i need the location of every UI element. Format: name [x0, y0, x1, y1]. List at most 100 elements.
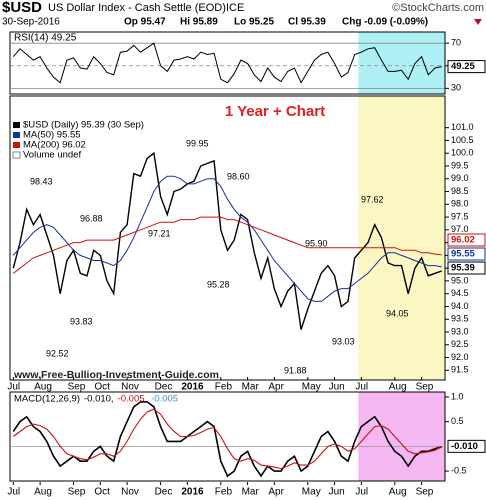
x-tick-label: Mar — [242, 382, 260, 393]
series-line — [12, 42, 442, 84]
x-tick-label: May — [302, 487, 321, 498]
value-box-label: 96.02 — [451, 235, 475, 246]
x-tick-label: Aug — [389, 487, 407, 498]
y-tick-label: 93.5 — [451, 314, 469, 324]
value-box — [447, 233, 486, 247]
y-tick-label: 97.0 — [451, 224, 469, 234]
y-tick-label: 30 — [451, 83, 461, 93]
x-tick-label: Aug — [389, 382, 407, 393]
x-tick-label: 2016 — [181, 487, 204, 498]
legend-label: MA(50) 95.55 — [23, 130, 81, 141]
x-tick-label: Jul — [355, 487, 368, 498]
x-tick-label: Dec — [155, 382, 173, 393]
x-tick-label: Sep — [68, 487, 86, 498]
legend-swatch — [13, 132, 20, 138]
x-tick-label: Dec — [155, 487, 173, 498]
y-tick-label: 91.5 — [451, 365, 469, 375]
y-tick-label: 99.5 — [451, 160, 469, 170]
y-tick-label: 100.0 — [451, 148, 474, 158]
x-tick-label: Aug — [34, 487, 52, 498]
value-box — [447, 261, 486, 275]
y-tick-label: 92.5 — [451, 339, 469, 349]
legend-label: MA(200) 96.02 — [23, 140, 86, 151]
series-line — [12, 175, 442, 302]
point-label: 95.28 — [207, 279, 230, 289]
y-tick-label: 101.0 — [451, 122, 474, 132]
y-tick-label: 98.5 — [451, 186, 469, 196]
legend-label: MACD(12,26,9) — [14, 394, 80, 405]
legend-label: $USD (Daily) 95.39 (30 Sep) — [23, 120, 144, 131]
panel-title: RSI(14) 49.25 — [14, 33, 77, 44]
value-box-label: 49.25 — [451, 61, 475, 72]
legend-label: Volume undef — [23, 150, 81, 161]
y-tick-label: 93.0 — [451, 326, 469, 336]
down-arrow — [474, 19, 482, 25]
value-box — [447, 60, 486, 74]
annotation: 1 Year + Chart — [225, 103, 325, 120]
value-box-label: 95.39 — [451, 263, 475, 274]
panel-frame — [9, 391, 446, 482]
x-tick-label: Oct — [94, 487, 110, 498]
exchange: ICE — [226, 2, 244, 14]
low: Lo 95.25 — [234, 17, 274, 28]
change: Chg -0.09 (-0.09%) — [342, 17, 428, 28]
value-box — [447, 439, 486, 453]
legend-label: -0.010, — [84, 394, 114, 405]
point-label: 93.03 — [332, 336, 355, 346]
point-label: 92.52 — [46, 348, 69, 358]
point-label: 99.95 — [186, 138, 209, 148]
x-tick-label: Sep — [416, 382, 434, 393]
source: ©StockCharts.com — [392, 2, 484, 14]
y-tick-label: 70 — [451, 38, 461, 48]
series-line — [12, 401, 442, 478]
legend-swatch — [12, 151, 21, 159]
point-label: 97.62 — [361, 194, 384, 204]
series-line — [12, 408, 442, 470]
value-box — [447, 247, 486, 261]
y-tick-label: 98.0 — [451, 199, 469, 209]
value-box-label: -0.010 — [451, 441, 478, 452]
legend-label: -0.005 — [151, 394, 178, 405]
x-tick-label: 2016 — [181, 382, 204, 393]
x-tick-label: Jul — [355, 382, 368, 393]
legend-swatch — [13, 142, 20, 148]
y-tick-label: 92.0 — [451, 352, 469, 362]
x-tick-label: Feb — [215, 382, 233, 393]
point-label: 98.60 — [227, 171, 250, 181]
x-tick-label: Jun — [329, 382, 345, 393]
high: Hi 95.89 — [180, 17, 218, 28]
shaded-region — [358, 96, 445, 380]
x-tick-label: May — [302, 382, 321, 393]
x-tick-label: Oct — [94, 382, 110, 393]
point-label: 95.90 — [305, 238, 328, 248]
y-tick-label: 100.5 — [451, 135, 474, 145]
legend-swatch — [13, 122, 20, 128]
series-line — [12, 151, 442, 330]
shaded-region — [358, 32, 445, 94]
point-label: 94.05 — [386, 308, 409, 318]
x-tick-label: Sep — [416, 487, 434, 498]
x-tick-label: Mar — [242, 487, 260, 498]
y-tick-label: 95.0 — [451, 275, 469, 285]
x-tick-label: Sep — [68, 382, 86, 393]
panel-frame — [9, 31, 446, 95]
y-tick-label: 99.0 — [451, 173, 469, 183]
value-box-label: 95.55 — [451, 249, 475, 260]
x-tick-label: Jul — [7, 382, 20, 393]
legend-label: -0.005, — [118, 394, 148, 405]
y-tick-label: 1.0 — [451, 391, 464, 401]
instrument-name: US Dollar Index - Cash Settle (EOD) — [48, 2, 226, 14]
date: 30-Sep-2016 — [2, 17, 60, 28]
panel-frame — [9, 95, 446, 381]
x-tick-label: Jun — [329, 487, 345, 498]
shaded-region — [358, 392, 445, 481]
y-tick-label: 94.5 — [451, 288, 469, 298]
x-tick-label: Jul — [7, 487, 20, 498]
x-tick-label: Aug — [34, 382, 52, 393]
symbol: $USD — [2, 0, 42, 16]
point-label: 96.88 — [80, 213, 103, 223]
y-tick-label: 97.5 — [451, 211, 469, 221]
y-tick-label: 94.0 — [451, 301, 469, 311]
x-tick-label: Nov — [121, 382, 139, 393]
x-tick-label: Nov — [121, 487, 139, 498]
